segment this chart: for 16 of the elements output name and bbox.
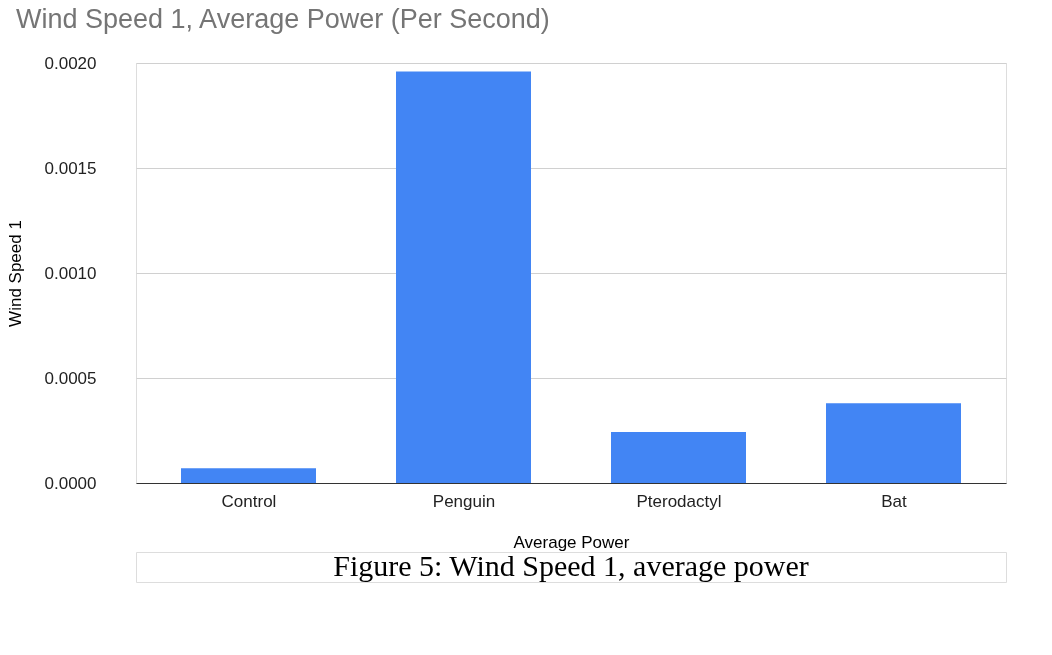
x-axis-title: Average Power — [513, 532, 630, 552]
chart-title: Wind Speed 1, Average Power (Per Second) — [16, 4, 550, 34]
y-tick-label: 0.0015 — [44, 158, 97, 178]
bar — [611, 431, 746, 483]
y-tick-label: 0.0000 — [44, 473, 97, 493]
x-tick-label: Penguin — [432, 491, 496, 511]
x-tick-label: Pterodactyl — [636, 491, 722, 511]
bar — [181, 468, 316, 483]
bar — [826, 403, 961, 483]
y-axis-title: Wind Speed 1 — [5, 220, 25, 327]
x-tick-label: Control — [221, 491, 277, 511]
y-tick-label: 0.0010 — [44, 263, 97, 283]
y-tick-label: 0.0020 — [44, 53, 97, 73]
y-tick-label: 0.0005 — [44, 368, 97, 388]
bar — [396, 71, 531, 483]
x-tick-label: Bat — [881, 491, 908, 511]
